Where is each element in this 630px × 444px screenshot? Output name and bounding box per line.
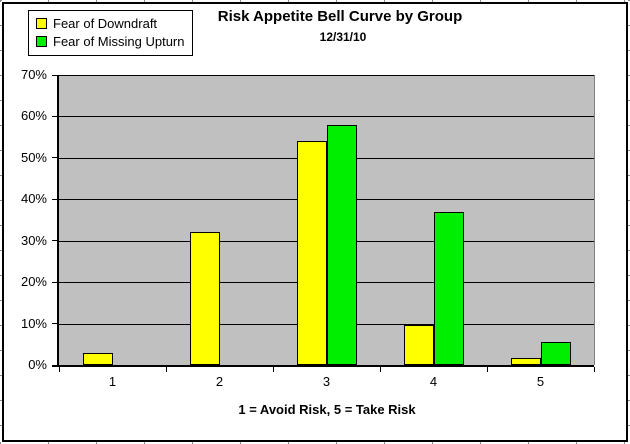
bar-upturn-cat4 — [433, 212, 464, 365]
x-axis-line — [52, 365, 594, 367]
spreadsheet-gridline-ticks-right — [628, 0, 630, 444]
y-tick-label-30: 30% — [20, 232, 47, 248]
y-tick-label-10: 10% — [20, 315, 47, 331]
y-tick-label-50: 50% — [20, 149, 47, 165]
bar-downdraft-cat5 — [510, 358, 541, 365]
x-tick-label-2: 2 — [215, 374, 224, 389]
legend-label-downdraft: Fear of Downdraft — [53, 16, 158, 31]
x-tick-3 — [380, 367, 381, 372]
y-tick-label-0: 0% — [28, 357, 47, 372]
x-tick-label-4: 4 — [429, 374, 438, 389]
gridline-60 — [59, 116, 594, 118]
spreadsheet-gridline-ticks-top — [0, 0, 630, 2]
bar-downdraft-cat1 — [82, 353, 113, 365]
bar-upturn-cat3 — [326, 125, 357, 365]
legend-item-upturn: Fear of Missing Upturn — [36, 34, 192, 49]
legend-swatch-upturn — [36, 36, 47, 47]
bar-upturn-cat5 — [540, 342, 571, 365]
x-axis-title: 1 = Avoid Risk, 5 = Take Risk — [238, 402, 416, 417]
spreadsheet-gridline-ticks-bottom — [0, 442, 630, 444]
y-tick-0 — [52, 364, 59, 366]
y-tick-10 — [52, 323, 59, 325]
y-tick-label-60: 60% — [20, 108, 47, 124]
x-tick-2 — [273, 367, 274, 372]
y-tick-label-40: 40% — [20, 191, 47, 207]
bar-downdraft-cat4 — [403, 325, 434, 365]
plot-area-right-edge — [594, 75, 595, 365]
spreadsheet-gridline-ticks-left — [0, 0, 2, 444]
bar-downdraft-cat3 — [296, 141, 327, 365]
x-tick-label-3: 3 — [322, 374, 331, 389]
chart-subtitle: 12/31/10 — [319, 30, 367, 44]
y-tick-label-20: 20% — [20, 274, 47, 290]
chart-title: Risk Appetite Bell Curve by Group — [217, 8, 463, 25]
y-axis-line — [57, 75, 59, 367]
x-tick-0 — [59, 367, 60, 372]
y-tick-50 — [52, 157, 59, 159]
legend: Fear of Downdraft Fear of Missing Upturn — [28, 10, 193, 56]
y-tick-20 — [52, 281, 59, 283]
x-tick-label-1: 1 — [108, 374, 117, 389]
y-tick-40 — [52, 198, 59, 200]
y-tick-70 — [52, 74, 59, 76]
y-tick-label-70: 70% — [20, 67, 47, 82]
bar-downdraft-cat2 — [189, 232, 220, 365]
x-tick-5 — [594, 367, 595, 372]
gridline-70 — [59, 75, 594, 76]
y-tick-30 — [52, 240, 59, 242]
x-tick-4 — [487, 367, 488, 372]
x-tick-label-5: 5 — [536, 374, 545, 389]
x-tick-1 — [166, 367, 167, 372]
legend-label-upturn: Fear of Missing Upturn — [53, 34, 185, 49]
y-tick-60 — [52, 115, 59, 117]
legend-item-downdraft: Fear of Downdraft — [36, 16, 192, 31]
legend-swatch-downdraft — [36, 18, 47, 29]
plot-area — [59, 75, 594, 365]
